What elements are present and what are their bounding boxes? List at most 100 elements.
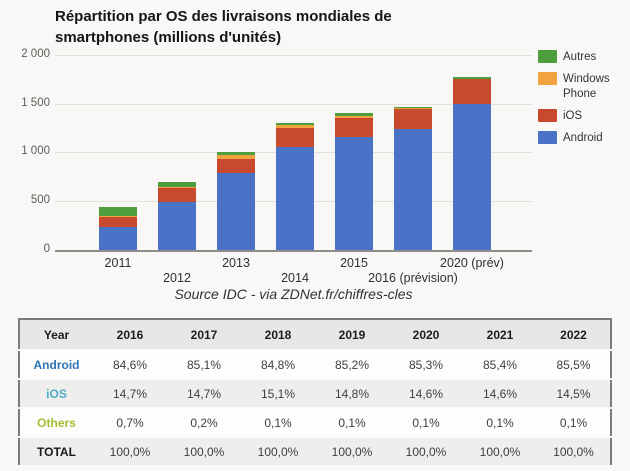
y-axis-tick-label: 500 [30, 194, 50, 207]
legend-swatch-icon [538, 108, 557, 122]
bar-2012-windows-phone [158, 187, 196, 189]
bar-2015-windows-phone [335, 115, 373, 119]
y-axis-tick-label: 1 000 [21, 145, 50, 158]
table-row-total: TOTAL 100,0% 100,0% 100,0% 100,0% 100,0% 100,0… [19, 437, 611, 466]
table-value-cell: 14,5% [556, 386, 591, 401]
table-header-cell: 2016 [93, 319, 167, 351]
legend-item-android: Android [538, 130, 621, 146]
table-value-cell: 0,7% [116, 415, 144, 430]
chart-legend: Autres Windows Phone iOS Android [538, 50, 621, 146]
table-value-cell: 85,1% [186, 357, 222, 372]
table-value-cell: 100,0% [553, 444, 594, 459]
table-value-cell: 0,1% [412, 415, 440, 430]
row-label: TOTAL [37, 444, 76, 459]
bar-2015-autres [335, 113, 373, 116]
bar-2014-windows-phone [276, 125, 314, 128]
chart-source: Source IDC - via ZDNet.fr/chiffres-cles [174, 286, 413, 302]
bar-2013-windows-phone [217, 155, 255, 159]
table-value-cell: 100,0% [479, 444, 521, 459]
bar-2016-android [394, 128, 432, 250]
legend-label: Windows Phone [563, 72, 610, 100]
bar-2012-autres [158, 182, 196, 188]
table-value-cell: 100,0% [405, 444, 447, 459]
x-axis-label: 2012 [163, 271, 191, 285]
bar-2011-android [99, 227, 137, 250]
table-row-others: Others 0,7% 0,2% 0,1% 0,1% 0,1% 0,1% 0,1% [19, 408, 611, 437]
chart-title: Répartition par OS des livraisons mondia… [55, 6, 495, 48]
x-axis-label: 2015 [340, 256, 368, 270]
table-header-row: Year 2016 2017 2018 2019 2020 2021 2022 [19, 319, 611, 351]
table-row-android: Android 84,6% 85,1% 84,8% 85,2% 85,3% 85,4% 85,… [19, 350, 611, 379]
legend-swatch-icon [538, 130, 557, 144]
bar-2016-ios [394, 108, 432, 129]
legend-item-windows-phone: Windows Phone [538, 71, 621, 102]
y-axis-tick-label: 0 [43, 243, 50, 255]
table-value-cell: 0,1% [486, 415, 514, 430]
bar-2016-autres [394, 106, 432, 108]
table-value-cell: 0,2% [190, 415, 218, 430]
x-axis-label: 2016 (prévision) [368, 271, 458, 285]
bar-2013-autres [217, 152, 255, 156]
table-header-cell: Year [19, 319, 93, 351]
bar-2015-ios [335, 118, 373, 137]
table-header: Year 2016 2017 2018 2019 2020 2021 2022 [19, 319, 611, 351]
table-header-cell: 2018 [241, 319, 315, 351]
y-axis-tick-label: 2 000 [21, 47, 50, 60]
table-body: Android 84,6% 85,1% 84,8% 85,2% 85,3% 85,4% 85,… [19, 350, 611, 466]
bar-2011-ios [99, 216, 137, 228]
table-header-cell: 2020 [389, 319, 463, 351]
table-value-cell: 0,1% [338, 415, 366, 430]
row-label: Android [33, 357, 80, 372]
bar-2014-android [276, 146, 314, 250]
legend-label: Android [563, 131, 603, 144]
table-header-cell: 2017 [167, 319, 241, 351]
bar-2011-windows-phone [99, 216, 137, 217]
table-header-cell: 2022 [537, 319, 611, 351]
os-share-table: Year 2016 2017 2018 2019 2020 2021 2022 Android… [18, 318, 612, 467]
table-value-cell: 15,1% [260, 386, 296, 401]
table-value-cell: 14,8% [334, 386, 370, 401]
bar-2020-autres [453, 77, 491, 79]
table-value-cell: 14,6% [482, 386, 518, 401]
table-value-cell: 14,7% [186, 386, 222, 401]
bar-2015-android [335, 136, 373, 250]
bar-2014-ios [276, 128, 314, 147]
legend-label: iOS [563, 109, 583, 122]
table-value-cell: 100,0% [331, 444, 373, 459]
gridline-1500 [55, 103, 532, 105]
x-axis-label: 2011 [104, 256, 132, 270]
row-label: iOS [46, 386, 67, 401]
y-axis-tick-label: 1 500 [21, 96, 50, 109]
table-header-cell: 2021 [463, 319, 537, 351]
gridline-2000 [55, 54, 532, 56]
bar-2020-android [453, 103, 491, 250]
bar-2013-android [217, 172, 255, 250]
table-value-cell: 14,6% [408, 386, 444, 401]
table-value-cell: 100,0% [257, 444, 299, 459]
table-value-cell: 100,0% [109, 444, 151, 459]
table-value-cell: 85,4% [482, 357, 518, 372]
bar-2012-ios [158, 188, 196, 202]
bar-2016-windows-phone [394, 107, 432, 109]
table-value-cell: 84,6% [112, 357, 148, 372]
bar-2011-autres [99, 206, 137, 217]
table-value-cell: 100,0% [183, 444, 225, 459]
bar-2020-ios [453, 78, 491, 104]
legend-item-ios: iOS [538, 108, 621, 124]
x-axis-label: 2014 [281, 271, 309, 285]
gridline-0 [55, 250, 532, 252]
table-value-cell: 0,1% [559, 415, 588, 430]
legend-label: Autres [563, 51, 597, 63]
chart-title-line2: smartphones (millions d'unités) [55, 29, 282, 46]
table-value-cell: 85,3% [408, 357, 444, 372]
table-value-cell: 0,1% [264, 415, 292, 430]
table-row-ios: iOS 14,7% 14,7% 15,1% 14,8% 14,6% 14,6% 14,5% [19, 379, 611, 408]
table-header-cell: 2019 [315, 319, 389, 351]
table-value-cell: 85,5% [556, 357, 591, 372]
bar-2014-autres [276, 123, 314, 126]
x-axis-label: 2013 [222, 256, 250, 270]
legend-swatch-icon [538, 71, 557, 85]
legend-swatch-icon [538, 50, 557, 63]
bar-2013-ios [217, 158, 255, 173]
